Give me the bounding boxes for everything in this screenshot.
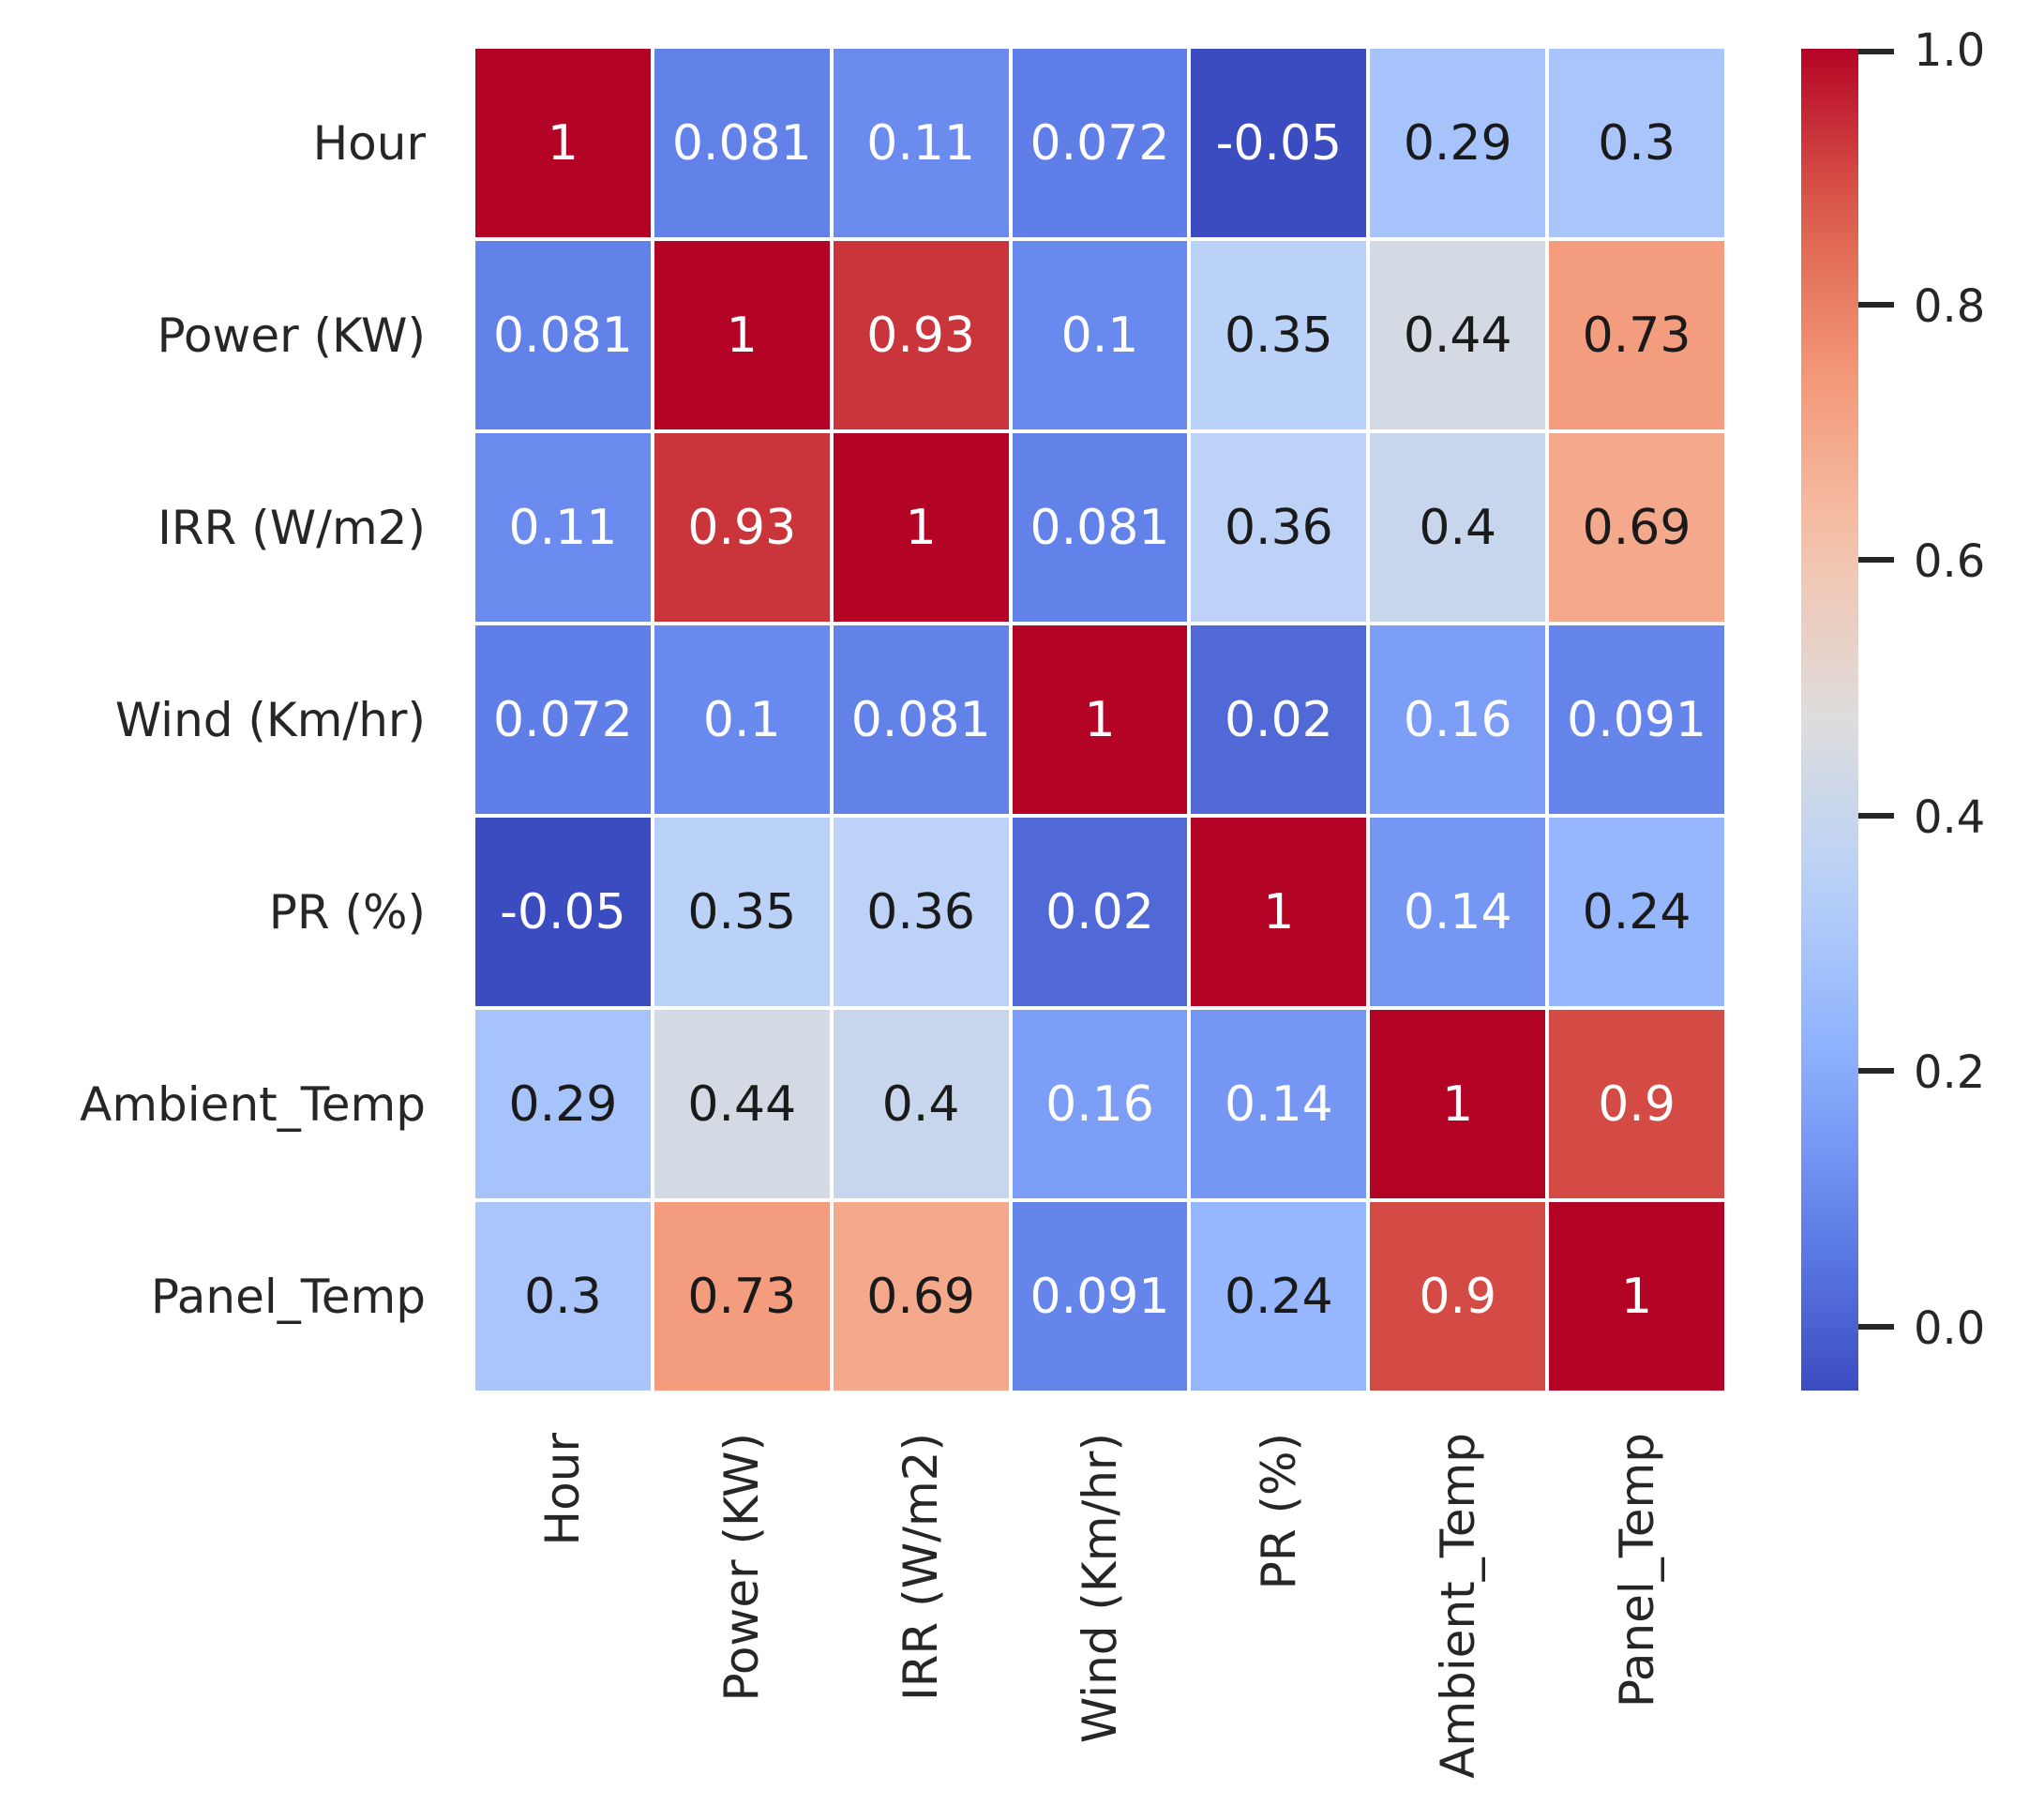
heatmap-cell-Ambient_Temp-PR (%): 0.14 (1191, 1010, 1367, 1198)
heatmap-cell-Ambient_Temp-Power (KW): 0.44 (654, 1010, 830, 1198)
colorbar-tick-0.6 (1858, 557, 1894, 564)
heatmap-cell-Wind (Km/hr)-Ambient_Temp: 0.16 (1370, 625, 1546, 814)
colorbar-tick-0.8 (1858, 301, 1894, 308)
colorbar-tick-label-0.8: 0.8 (1914, 279, 1986, 333)
heatmap-cell-Panel_Temp-Wind (Km/hr): 0.091 (1012, 1202, 1188, 1391)
heatmap-cell-Hour-IRR (W/m2): 0.11 (833, 49, 1009, 237)
heatmap-cell-PR (%)-IRR (W/m2): 0.36 (833, 818, 1009, 1006)
heatmap-cell-Hour-Hour: 1 (475, 49, 651, 237)
heatmap-cell-Panel_Temp-Ambient_Temp: 0.9 (1370, 1202, 1546, 1391)
colorbar-gradient (1801, 49, 1858, 1391)
heatmap-cell-Hour-PR (%): -0.05 (1191, 49, 1367, 237)
heatmap-cell-Ambient_Temp-Ambient_Temp: 1 (1370, 1010, 1546, 1198)
heatmap-cell-Ambient_Temp-Wind (Km/hr): 0.16 (1012, 1010, 1188, 1198)
heatmap-cell-PR (%)-Panel_Temp: 0.24 (1549, 818, 1724, 1006)
colorbar-tick-0.4 (1858, 812, 1894, 819)
heatmap-cell-Power (KW)-Ambient_Temp: 0.44 (1370, 241, 1546, 429)
heatmap-cell-Power (KW)-IRR (W/m2): 0.93 (833, 241, 1009, 429)
heatmap-cell-Hour-Power (KW): 0.081 (654, 49, 830, 237)
y-tick-label-Panel_Temp: Panel_Temp (150, 1269, 426, 1324)
heatmap-cell-Power (KW)-Wind (Km/hr): 0.1 (1012, 241, 1188, 429)
colorbar-tick-1.0 (1858, 49, 1894, 54)
y-tick-label-Power (KW): Power (KW) (157, 308, 426, 363)
heatmap-cell-PR (%)-Hour: -0.05 (475, 818, 651, 1006)
y-tick-label-Hour: Hour (312, 115, 426, 171)
colorbar-tick-label-0.4: 0.4 (1914, 790, 1986, 844)
heatmap-cell-IRR (W/m2)-Hour: 0.11 (475, 433, 651, 622)
heatmap-cell-Ambient_Temp-Panel_Temp: 0.9 (1549, 1010, 1724, 1198)
heatmap-cell-Wind (Km/hr)-Hour: 0.072 (475, 625, 651, 814)
heatmap-cell-PR (%)-Ambient_Temp: 0.14 (1370, 818, 1546, 1006)
heatmap-cell-Ambient_Temp-IRR (W/m2): 0.4 (833, 1010, 1009, 1198)
y-tick-label-Ambient_Temp: Ambient_Temp (80, 1076, 426, 1132)
x-tick-label-Wind (Km/hr): Wind (Km/hr) (1073, 1433, 1127, 1744)
heatmap-cell-Hour-Ambient_Temp: 0.29 (1370, 49, 1546, 237)
heatmap-cell-IRR (W/m2)-Panel_Temp: 0.69 (1549, 433, 1724, 622)
heatmap-cell-IRR (W/m2)-Power (KW): 0.93 (654, 433, 830, 622)
x-tick-label-IRR (W/m2): IRR (W/m2) (894, 1433, 949, 1701)
heatmap-cell-IRR (W/m2)-Ambient_Temp: 0.4 (1370, 433, 1546, 622)
heatmap-cell-IRR (W/m2)-Wind (Km/hr): 0.081 (1012, 433, 1188, 622)
heatmap-cell-Power (KW)-PR (%): 0.35 (1191, 241, 1367, 429)
x-tick-label-Hour: Hour (535, 1433, 591, 1546)
heatmap-cell-PR (%)-PR (%): 1 (1191, 818, 1367, 1006)
heatmap-cell-Wind (Km/hr)-PR (%): 0.02 (1191, 625, 1367, 814)
y-tick-label-Wind (Km/hr): Wind (Km/hr) (114, 692, 426, 747)
x-tick-label-PR (%): PR (%) (1251, 1433, 1306, 1590)
heatmap-cell-Wind (Km/hr)-Panel_Temp: 0.091 (1549, 625, 1724, 814)
heatmap-cell-Hour-Panel_Temp: 0.3 (1549, 49, 1724, 237)
colorbar-tick-label-0.0: 0.0 (1914, 1301, 1986, 1355)
heatmap-cell-IRR (W/m2)-PR (%): 0.36 (1191, 433, 1367, 622)
heatmap-cell-Wind (Km/hr)-Power (KW): 0.1 (654, 625, 830, 814)
colorbar-tick-label-0.6: 0.6 (1914, 535, 1986, 589)
heatmap-cell-Power (KW)-Power (KW): 1 (654, 241, 830, 429)
heatmap-cell-Wind (Km/hr)-Wind (Km/hr): 1 (1012, 625, 1188, 814)
colorbar: 1.0 0.8 0.6 0.4 0.2 0.0 (1801, 28, 2029, 1391)
colorbar-tick-0.2 (1858, 1068, 1894, 1075)
heatmap-cell-Panel_Temp-Hour: 0.3 (475, 1202, 651, 1391)
colorbar-tick-0.0 (1858, 1323, 1894, 1330)
x-tick-label-Ambient_Temp: Ambient_Temp (1430, 1433, 1485, 1779)
colorbar-tick-label-1.0: 1.0 (1914, 24, 1986, 77)
colorbar-tick-label-0.2: 0.2 (1914, 1046, 1986, 1100)
heatmap-cell-Panel_Temp-IRR (W/m2): 0.69 (833, 1202, 1009, 1391)
heatmap-cell-Hour-Wind (Km/hr): 0.072 (1012, 49, 1188, 237)
heatmap-cell-Panel_Temp-Power (KW): 0.73 (654, 1202, 830, 1391)
heatmap-cell-Panel_Temp-Panel_Temp: 1 (1549, 1202, 1724, 1391)
y-axis-tick-labels: Hour Power (KW) IRR (W/m2) Wind (Km/hr) PR (… (0, 49, 441, 1391)
y-tick-label-IRR (W/m2): IRR (W/m2) (158, 500, 426, 555)
heatmap-cell-Panel_Temp-PR (%): 0.24 (1191, 1202, 1367, 1391)
heatmap-cell-Power (KW)-Panel_Temp: 0.73 (1549, 241, 1724, 429)
x-tick-label-Power (KW): Power (KW) (714, 1433, 770, 1702)
heatmap-cell-PR (%)-Power (KW): 0.35 (654, 818, 830, 1006)
heatmap-cell-Wind (Km/hr)-IRR (W/m2): 0.081 (833, 625, 1009, 814)
heatmap-grid: 1 0.081 0.11 0.072 -0.05 0.29 0.3 0.081 1 0.93 0.1… (475, 49, 1724, 1391)
heatmap-cell-PR (%)-Wind (Km/hr): 0.02 (1012, 818, 1188, 1006)
heatmap-cell-Ambient_Temp-Hour: 0.29 (475, 1010, 651, 1198)
x-tick-label-Panel_Temp: Panel_Temp (1609, 1433, 1664, 1708)
heatmap-cell-Power (KW)-Hour: 0.081 (475, 241, 651, 429)
heatmap-cell-IRR (W/m2)-IRR (W/m2): 1 (833, 433, 1009, 622)
y-tick-label-PR (%): PR (%) (268, 884, 426, 940)
